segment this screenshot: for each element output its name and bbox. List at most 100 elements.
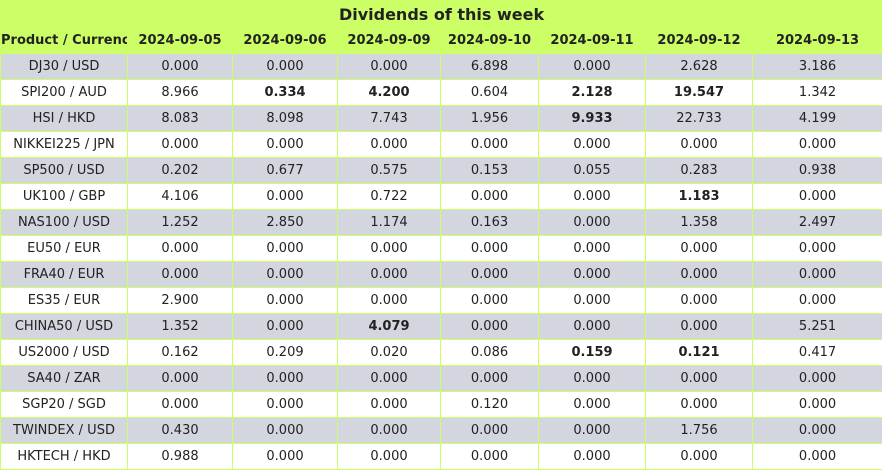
- dividend-cell: 0.000: [753, 444, 882, 470]
- title-row: Dividends of this week: [1, 1, 882, 28]
- dividend-cell: 0.000: [233, 444, 338, 470]
- product-cell: DJ30 / USD: [1, 54, 128, 80]
- dividend-cell: 0.000: [338, 444, 441, 470]
- dividend-cell: 4.200: [338, 80, 441, 106]
- dividend-cell: 0.000: [539, 262, 646, 288]
- dividend-cell: 0.000: [441, 366, 539, 392]
- dividend-cell: 0.000: [233, 392, 338, 418]
- dividend-cell: 0.000: [441, 288, 539, 314]
- dividend-cell: 0.988: [128, 444, 233, 470]
- dividend-cell: 4.199: [753, 106, 882, 132]
- dividend-cell: 0.000: [753, 366, 882, 392]
- product-cell: EU50 / EUR: [1, 236, 128, 262]
- dividend-cell: 7.743: [338, 106, 441, 132]
- dividend-cell: 8.083: [128, 106, 233, 132]
- dividend-cell: 0.000: [753, 132, 882, 158]
- dividend-cell: 0.430: [128, 418, 233, 444]
- dividend-cell: 0.000: [539, 366, 646, 392]
- dividend-cell: 0.000: [338, 392, 441, 418]
- dividend-cell: 0.000: [441, 184, 539, 210]
- dividend-cell: 0.722: [338, 184, 441, 210]
- dividend-cell: 0.000: [233, 262, 338, 288]
- dividend-cell: 0.000: [338, 288, 441, 314]
- dividend-cell: 0.000: [233, 236, 338, 262]
- dividend-cell: 19.547: [646, 80, 753, 106]
- dividend-cell: 2.128: [539, 80, 646, 106]
- dividend-cell: 0.334: [233, 80, 338, 106]
- dividend-cell: 0.604: [441, 80, 539, 106]
- product-cell: NAS100 / USD: [1, 210, 128, 236]
- dividend-cell: 0.209: [233, 340, 338, 366]
- dividend-cell: 0.000: [128, 132, 233, 158]
- product-cell: FRA40 / EUR: [1, 262, 128, 288]
- product-cell: SP500 / USD: [1, 158, 128, 184]
- dividend-cell: 0.055: [539, 158, 646, 184]
- dividend-cell: 2.900: [128, 288, 233, 314]
- column-header: 2024-09-09: [338, 28, 441, 54]
- dividend-cell: 4.079: [338, 314, 441, 340]
- product-cell: UK100 / GBP: [1, 184, 128, 210]
- dividend-cell: 0.000: [233, 418, 338, 444]
- dividend-cell: 0.020: [338, 340, 441, 366]
- dividend-cell: 0.159: [539, 340, 646, 366]
- product-cell: TWINDEX / USD: [1, 418, 128, 444]
- dividend-cell: 0.000: [646, 366, 753, 392]
- dividend-cell: 0.162: [128, 340, 233, 366]
- column-header: 2024-09-06: [233, 28, 338, 54]
- dividend-cell: 1.183: [646, 184, 753, 210]
- dividend-cell: 0.000: [233, 54, 338, 80]
- dividend-cell: 0.000: [441, 132, 539, 158]
- dividend-cell: 0.000: [128, 54, 233, 80]
- dividend-cell: 0.000: [753, 184, 882, 210]
- dividend-cell: 0.000: [338, 236, 441, 262]
- dividend-cell: 0.000: [539, 236, 646, 262]
- product-cell: HKTECH / HKD: [1, 444, 128, 470]
- dividend-cell: 0.000: [646, 236, 753, 262]
- dividend-cell: 22.733: [646, 106, 753, 132]
- dividend-cell: 8.098: [233, 106, 338, 132]
- dividend-cell: 0.202: [128, 158, 233, 184]
- dividend-cell: 1.956: [441, 106, 539, 132]
- dividend-cell: 0.120: [441, 392, 539, 418]
- dividend-cell: 0.000: [233, 184, 338, 210]
- dividend-cell: 0.000: [233, 366, 338, 392]
- dividend-cell: 0.000: [338, 54, 441, 80]
- dividend-cell: 0.000: [646, 314, 753, 340]
- dividend-cell: 0.000: [539, 132, 646, 158]
- dividend-cell: 0.000: [128, 366, 233, 392]
- dividend-cell: 1.358: [646, 210, 753, 236]
- dividend-cell: 0.000: [646, 132, 753, 158]
- dividend-cell: 2.850: [233, 210, 338, 236]
- dividend-cell: 0.677: [233, 158, 338, 184]
- dividend-cell: 0.000: [539, 184, 646, 210]
- dividend-cell: 0.000: [753, 288, 882, 314]
- dividend-cell: 0.000: [338, 418, 441, 444]
- dividend-cell: 0.000: [128, 236, 233, 262]
- dividend-cell: 0.000: [338, 262, 441, 288]
- dividend-cell: 0.000: [753, 418, 882, 444]
- dividend-cell: 0.000: [338, 132, 441, 158]
- dividend-cell: 0.000: [441, 444, 539, 470]
- product-cell: NIKKEI225 / JPN: [1, 132, 128, 158]
- dividend-cell: 0.000: [128, 392, 233, 418]
- dividend-cell: 0.000: [753, 392, 882, 418]
- dividend-cell: 0.000: [539, 392, 646, 418]
- dividend-cell: 4.106: [128, 184, 233, 210]
- dividend-cell: 0.000: [753, 262, 882, 288]
- dividend-cell: 1.252: [128, 210, 233, 236]
- dividend-cell: 0.283: [646, 158, 753, 184]
- column-header: 2024-09-12: [646, 28, 753, 54]
- table-title: Dividends of this week: [1, 1, 882, 28]
- product-cell: US2000 / USD: [1, 340, 128, 366]
